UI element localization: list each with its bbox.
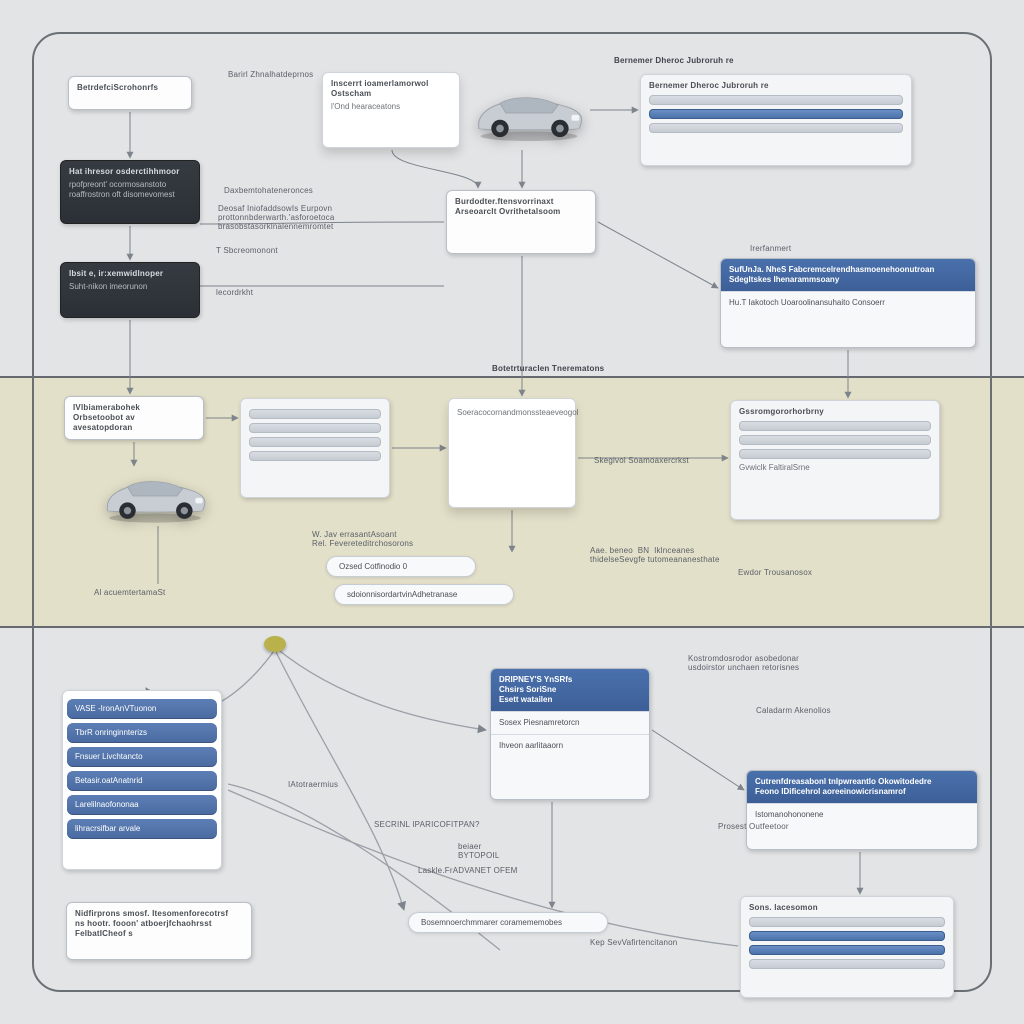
annotation-label: Daxbemtohateneronces (224, 186, 313, 195)
annotation-label: W. Jav errasantAsoant Rel. Fevereteditrc… (312, 530, 413, 548)
node-n_mid_l: IVlbiamerabohekOrbsetoobot av avesatopdo… (64, 396, 204, 440)
node-n_car_c: Soeracocornandmonssteaeveogol (448, 398, 576, 508)
node-n_bluehd3: Cutrenfdreasabonl tnIpwreantlo Okowitode… (746, 770, 978, 850)
annotation-label: Prosest Outfeetoor (718, 822, 789, 831)
annotation-label: IAtotraermius (288, 780, 338, 789)
node-n_panel_br: Sons. lacesomon (740, 896, 954, 998)
annotation-label: SECRINL IPARICOFITPAN? (374, 820, 480, 829)
junction-dot (264, 636, 286, 652)
node-n_bluehd2: DRIPNEY'S YnSRfsChsirs SoriSneEsett wata… (490, 668, 650, 800)
node-n_list: VASE -IronAnVTuononTbrR onringinnterizsF… (62, 690, 222, 870)
annotation-label: beiaer BYTOPOIL (458, 842, 499, 860)
car-icon (100, 468, 210, 529)
pill-p3: Bosemnoerchmmarer coramememobes (408, 912, 608, 933)
node-n_card2: Burdodter.ftensvorrinaxtArseoarclt Ovrit… (446, 190, 596, 254)
annotation-label: Deosaf IniofaddsowIs Eurpovn prottonnbde… (218, 204, 334, 231)
node-n_panel_mr: GssromgororhorbrnyGvwiclk FaltiralSrne (730, 400, 940, 520)
annotation-label: Skegivol Soamoaxercrkst (594, 456, 689, 465)
annotation-label: T Sbcreomonont (216, 246, 278, 255)
node-n_bluehd1: SufUnJa. NheS Fabcremcelrendhasmoenehoon… (720, 258, 976, 348)
annotation-label: Caladarm Akenolios (756, 706, 831, 715)
node-n_panel_ml (240, 398, 390, 498)
node-n_start: BetrdefciScrohonrfs (68, 76, 192, 110)
annotation-label: Bernemer Dheroc Jubroruh re (614, 56, 734, 65)
annotation-label: lecordrkht (216, 288, 253, 297)
annotation-label: Kep SevVafirtencitanon (590, 938, 677, 947)
node-n_panel_tr: Bernemer Dheroc Jubroruh re (640, 74, 912, 166)
node-n_card1: Inscerrt ioamerlamorwolOstschaml'Ond hea… (322, 72, 460, 148)
annotation-label: Aae. beneo BN Iklnceanes thidelseSevgfe … (590, 546, 720, 564)
diagram-canvas: BetrdefciScrohonrfs Hat ihresor osderctih… (0, 0, 1024, 1024)
annotation-label: Irerfanmert (750, 244, 791, 253)
car-icon (470, 84, 588, 147)
annotation-label: Botetrturaclen Tnerematons (492, 364, 604, 373)
pill-p1: Ozsed Cotfinodio 0 (326, 556, 476, 577)
node-n_footnote: Nidfirprons smosf. Itesomenforecotrsfns … (66, 902, 252, 960)
annotation-label: Barirl Zhnalhatdeprnos (228, 70, 313, 79)
annotation-label: Kostromdosrodor asobedonar usdoirstor un… (688, 654, 799, 672)
annotation-label: Laskle.FrADVANET OFEM (418, 866, 517, 875)
annotation-label: Ewdor Trousanosox (738, 568, 812, 577)
node-n_dark2: Ibsit e, ir:xemwidlnoperSuht-nikon imeor… (60, 262, 200, 318)
annotation-label: Al acuemtertamaSt (94, 588, 165, 597)
node-n_dark1: Hat ihresor osderctihhmoorrpofpreont' oc… (60, 160, 200, 224)
pill-p2: sdoionnisordartvinAdhetranase (334, 584, 514, 605)
